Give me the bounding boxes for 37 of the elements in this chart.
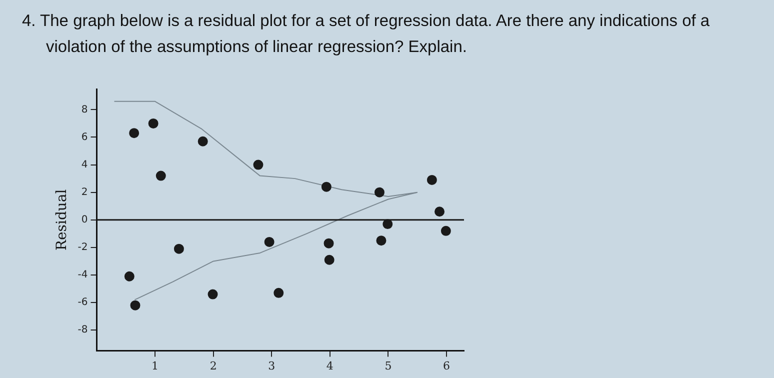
point <box>324 254 334 265</box>
point <box>376 236 386 246</box>
point <box>382 219 393 230</box>
chart-title: 4. The graph below is a residual plot for a set of regression data. Are there any indications of a violation of the assumptions of linear regression? Explain. <box>22 11 711 58</box>
point <box>129 128 140 138</box>
point <box>264 236 274 247</box>
point <box>324 238 334 248</box>
point <box>174 244 184 254</box>
point <box>253 160 264 170</box>
x-tick-label: 2 <box>210 359 217 372</box>
y-tick-label: -4 <box>78 270 88 281</box>
y-tick-label: 6 <box>81 132 88 143</box>
y-tick-label: 2 <box>81 186 88 198</box>
x-tick-label: 3 <box>268 359 276 372</box>
y-tick-label: -6 <box>78 297 88 308</box>
x-tick-label: 5 <box>384 359 392 372</box>
y-axis-title: Residual <box>54 188 70 251</box>
point <box>274 288 284 298</box>
y-tick-label: -2 <box>78 242 88 254</box>
y-tick-label: -8 <box>78 324 88 336</box>
point <box>434 206 445 217</box>
x-tick-label: 6 <box>443 359 450 372</box>
point <box>124 271 134 282</box>
x-tick-label: 4 <box>326 359 334 372</box>
y-tick-label: 0 <box>81 214 88 226</box>
point <box>208 289 218 300</box>
point <box>130 300 140 310</box>
point <box>321 182 332 192</box>
point <box>426 174 437 185</box>
point <box>440 226 451 236</box>
y-tick-label: 8 <box>81 104 88 116</box>
point <box>148 118 158 128</box>
x-tick-label: 1 <box>152 359 159 372</box>
point <box>198 136 208 146</box>
point <box>374 187 384 198</box>
point <box>156 170 166 181</box>
y-tick-label: 4 <box>81 159 88 170</box>
